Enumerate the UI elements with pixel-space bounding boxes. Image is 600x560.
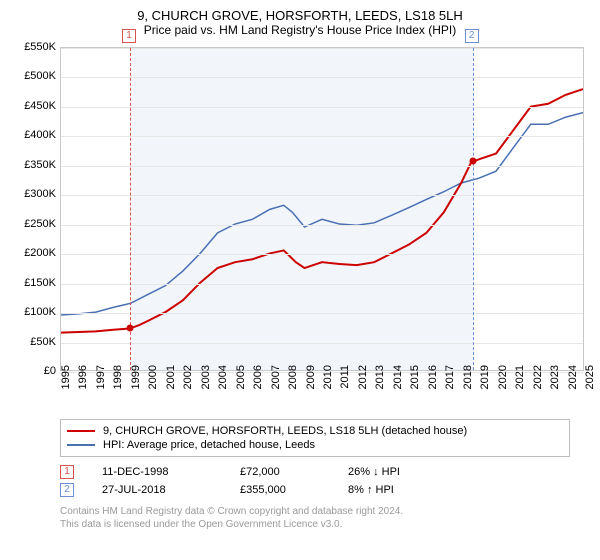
- transaction-date: 11-DEC-1998: [102, 466, 212, 478]
- gridline-h: [61, 254, 583, 255]
- y-tick-label: £250K: [24, 218, 56, 230]
- y-tick-label: £300K: [24, 188, 56, 200]
- x-tick-label: 2025: [584, 365, 592, 405]
- x-tick-label: 2009: [305, 365, 313, 405]
- x-tick-label: 2024: [567, 365, 575, 405]
- y-tick-label: £100K: [24, 306, 56, 318]
- x-tick-label: 1998: [112, 365, 120, 405]
- transaction-row: 1 11-DEC-1998 £72,000 26% ↓ HPI: [60, 463, 590, 481]
- x-tick-label: 2016: [427, 365, 435, 405]
- y-tick-label: £150K: [24, 277, 56, 289]
- chart: £0 £50K £100K £150K £200K £250K £300K £350K £400…: [10, 43, 590, 411]
- gridline-h: [61, 195, 583, 196]
- x-tick-label: 2019: [479, 365, 487, 405]
- footer-attribution: Contains HM Land Registry data © Crown c…: [60, 505, 590, 531]
- x-tick-label: 1996: [77, 365, 85, 405]
- event-badge: 2: [465, 29, 479, 43]
- transaction-delta: 26% ↓ HPI: [348, 466, 468, 478]
- x-tick-label: 2002: [182, 365, 190, 405]
- x-tick-label: 2000: [147, 365, 155, 405]
- event-vline: [473, 48, 474, 370]
- x-tick-label: 2017: [444, 365, 452, 405]
- chart-title: 9, CHURCH GROVE, HORSFORTH, LEEDS, LS18 …: [10, 8, 590, 23]
- line-series-svg: [61, 48, 583, 371]
- x-tick-label: 2010: [322, 365, 330, 405]
- transaction-badge: 1: [60, 465, 74, 479]
- legend-label: 9, CHURCH GROVE, HORSFORTH, LEEDS, LS18 …: [103, 425, 467, 437]
- y-tick-label: £500K: [24, 70, 56, 82]
- x-tick-label: 2004: [217, 365, 225, 405]
- gridline-h: [61, 48, 583, 49]
- gridline-h: [61, 225, 583, 226]
- transactions-table: 1 11-DEC-1998 £72,000 26% ↓ HPI 2 27-JUL-2018…: [60, 463, 590, 499]
- y-tick-label: £200K: [24, 247, 56, 259]
- x-tick-label: 2005: [235, 365, 243, 405]
- y-tick-label: £550K: [24, 41, 56, 53]
- transaction-date: 27-JUL-2018: [102, 484, 212, 496]
- x-tick-label: 2013: [374, 365, 382, 405]
- chart-subtitle: Price paid vs. HM Land Registry's House …: [10, 23, 590, 37]
- transaction-row: 2 27-JUL-2018 £355,000 8% ↑ HPI: [60, 481, 590, 499]
- x-tick-label: 2001: [165, 365, 173, 405]
- event-vline: [130, 48, 131, 370]
- transaction-price: £355,000: [240, 484, 320, 496]
- legend-swatch: [67, 430, 95, 432]
- x-tick-label: 2011: [339, 365, 347, 405]
- gridline-h: [61, 343, 583, 344]
- gridline-h: [61, 107, 583, 108]
- transaction-price: £72,000: [240, 466, 320, 478]
- gridline-h: [61, 284, 583, 285]
- x-tick-label: 2007: [270, 365, 278, 405]
- legend-label: HPI: Average price, detached house, Leed…: [103, 439, 315, 451]
- x-tick-label: 2014: [392, 365, 400, 405]
- legend: 9, CHURCH GROVE, HORSFORTH, LEEDS, LS18 …: [60, 419, 570, 457]
- x-tick-label: 2021: [514, 365, 522, 405]
- x-tick-label: 1997: [95, 365, 103, 405]
- x-tick-label: 1999: [130, 365, 138, 405]
- plot-area: [60, 47, 584, 371]
- x-tick-label: 2008: [287, 365, 295, 405]
- y-tick-label: £450K: [24, 100, 56, 112]
- gridline-h: [61, 77, 583, 78]
- series-line: [61, 89, 583, 333]
- gridline-h: [61, 136, 583, 137]
- x-tick-label: 2015: [409, 365, 417, 405]
- y-tick-label: £50K: [30, 336, 56, 348]
- y-tick-label: £0: [44, 365, 56, 377]
- x-tick-label: 2018: [462, 365, 470, 405]
- gridline-h: [61, 313, 583, 314]
- x-tick-label: 2022: [532, 365, 540, 405]
- x-tick-label: 2003: [200, 365, 208, 405]
- legend-row: HPI: Average price, detached house, Leed…: [67, 438, 563, 452]
- transaction-delta: 8% ↑ HPI: [348, 484, 468, 496]
- x-tick-label: 2006: [252, 365, 260, 405]
- sale-point-marker: [126, 324, 133, 331]
- footer-line-1: Contains HM Land Registry data © Crown c…: [60, 505, 590, 518]
- gridline-h: [61, 166, 583, 167]
- x-tick-label: 2020: [497, 365, 505, 405]
- legend-swatch: [67, 444, 95, 446]
- y-tick-label: £400K: [24, 129, 56, 141]
- transaction-badge: 2: [60, 483, 74, 497]
- footer-line-2: This data is licensed under the Open Gov…: [60, 518, 590, 531]
- x-tick-label: 2023: [549, 365, 557, 405]
- x-tick-label: 2012: [357, 365, 365, 405]
- legend-row: 9, CHURCH GROVE, HORSFORTH, LEEDS, LS18 …: [67, 424, 563, 438]
- event-badge: 1: [122, 29, 136, 43]
- y-tick-label: £350K: [24, 159, 56, 171]
- x-tick-label: 1995: [60, 365, 68, 405]
- sale-point-marker: [469, 157, 476, 164]
